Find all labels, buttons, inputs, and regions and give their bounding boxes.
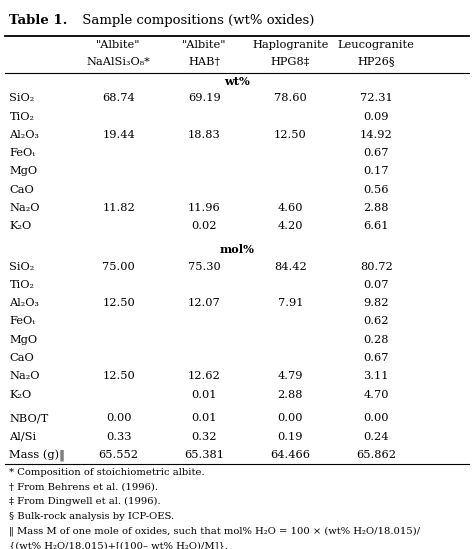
Text: ‡ From Dingwell et al. (1996).: ‡ From Dingwell et al. (1996). <box>9 497 161 506</box>
Text: Na₂O: Na₂O <box>9 203 40 213</box>
Text: K₂O: K₂O <box>9 390 32 400</box>
Text: 0.28: 0.28 <box>364 335 389 345</box>
Text: 0.32: 0.32 <box>192 432 217 442</box>
Text: ‖ Mass M of one mole of oxides, such that mol% H₂O = 100 × (wt% H₂O/18.015)/: ‖ Mass M of one mole of oxides, such tha… <box>9 526 420 536</box>
Text: K₂O: K₂O <box>9 221 32 231</box>
Text: 7.91: 7.91 <box>278 298 303 308</box>
Text: HPG8‡: HPG8‡ <box>271 57 310 66</box>
Text: 72.31: 72.31 <box>360 93 393 103</box>
Text: SiO₂: SiO₂ <box>9 93 35 103</box>
Text: 0.67: 0.67 <box>364 353 389 363</box>
Text: 12.50: 12.50 <box>102 298 135 308</box>
Text: Al/Si: Al/Si <box>9 432 36 442</box>
Text: SiO₂: SiO₂ <box>9 262 35 272</box>
Text: HAB†: HAB† <box>189 57 220 66</box>
Text: 78.60: 78.60 <box>274 93 307 103</box>
Text: 0.62: 0.62 <box>364 316 389 327</box>
Text: Sample compositions (wt% oxides): Sample compositions (wt% oxides) <box>78 14 315 26</box>
Text: HP26§: HP26§ <box>357 57 395 66</box>
Text: 0.01: 0.01 <box>192 413 217 423</box>
Text: wt%: wt% <box>224 76 250 87</box>
Text: TiO₂: TiO₂ <box>9 280 35 290</box>
Text: 4.20: 4.20 <box>278 221 303 231</box>
Text: 12.62: 12.62 <box>188 371 221 382</box>
Text: CaO: CaO <box>9 185 34 195</box>
Text: Al₂O₃: Al₂O₃ <box>9 130 39 140</box>
Text: 0.07: 0.07 <box>364 280 389 290</box>
Text: 11.82: 11.82 <box>102 203 135 213</box>
Text: 68.74: 68.74 <box>102 93 135 103</box>
Text: Haplogranite: Haplogranite <box>252 41 328 51</box>
Text: 9.82: 9.82 <box>364 298 389 308</box>
Text: FeOₜ: FeOₜ <box>9 316 36 327</box>
Text: 11.96: 11.96 <box>188 203 221 213</box>
Text: 0.56: 0.56 <box>364 185 389 195</box>
Text: Mass (g)‖: Mass (g)‖ <box>9 450 65 462</box>
Text: 2.88: 2.88 <box>364 203 389 213</box>
Text: 4.70: 4.70 <box>364 390 389 400</box>
Text: 75.30: 75.30 <box>188 262 221 272</box>
Text: 18.83: 18.83 <box>188 130 221 140</box>
Text: {(wt% H₂O/18.015)+[(100– wt% H₂O)/M]}.: {(wt% H₂O/18.015)+[(100– wt% H₂O)/M]}. <box>9 541 228 549</box>
Text: 0.00: 0.00 <box>278 413 303 423</box>
Text: Leucogranite: Leucogranite <box>338 41 415 51</box>
Text: 2.88: 2.88 <box>278 390 303 400</box>
Text: Na₂O: Na₂O <box>9 371 40 382</box>
Text: mol%: mol% <box>219 244 255 255</box>
Text: 65.381: 65.381 <box>184 450 225 460</box>
Text: 80.72: 80.72 <box>360 262 393 272</box>
Text: FeOₜ: FeOₜ <box>9 148 36 158</box>
Text: 12.50: 12.50 <box>102 371 135 382</box>
Text: 4.60: 4.60 <box>278 203 303 213</box>
Text: "Albite": "Albite" <box>182 41 227 51</box>
Text: 0.00: 0.00 <box>364 413 389 423</box>
Text: 0.33: 0.33 <box>106 432 131 442</box>
Text: MgO: MgO <box>9 166 37 176</box>
Text: 3.11: 3.11 <box>364 371 389 382</box>
Text: 14.92: 14.92 <box>360 130 393 140</box>
Text: 75.00: 75.00 <box>102 262 135 272</box>
Text: 12.07: 12.07 <box>188 298 221 308</box>
Text: 65.862: 65.862 <box>356 450 396 460</box>
Text: 0.02: 0.02 <box>192 221 217 231</box>
Text: TiO₂: TiO₂ <box>9 111 35 122</box>
Text: 0.01: 0.01 <box>192 390 217 400</box>
Text: 0.24: 0.24 <box>364 432 389 442</box>
Text: CaO: CaO <box>9 353 34 363</box>
Text: Al₂O₃: Al₂O₃ <box>9 298 39 308</box>
Text: 64.466: 64.466 <box>271 450 310 460</box>
Text: 0.67: 0.67 <box>364 148 389 158</box>
Text: 65.552: 65.552 <box>99 450 138 460</box>
Text: † From Behrens et al. (1996).: † From Behrens et al. (1996). <box>9 483 158 492</box>
Text: "Albite": "Albite" <box>96 41 141 51</box>
Text: 12.50: 12.50 <box>274 130 307 140</box>
Text: 0.00: 0.00 <box>106 413 131 423</box>
Text: 0.09: 0.09 <box>364 111 389 122</box>
Text: NaAlSi₃O₈*: NaAlSi₃O₈* <box>87 57 150 66</box>
Text: 19.44: 19.44 <box>102 130 135 140</box>
Text: MgO: MgO <box>9 335 37 345</box>
Text: 69.19: 69.19 <box>188 93 221 103</box>
Text: Table 1.: Table 1. <box>9 14 68 26</box>
Text: § Bulk-rock analysis by ICP-OES.: § Bulk-rock analysis by ICP-OES. <box>9 512 174 521</box>
Text: NBO/T: NBO/T <box>9 413 49 423</box>
Text: 84.42: 84.42 <box>274 262 307 272</box>
Text: 0.17: 0.17 <box>364 166 389 176</box>
Text: 4.79: 4.79 <box>278 371 303 382</box>
Text: * Composition of stoichiometric albite.: * Composition of stoichiometric albite. <box>9 468 205 477</box>
Text: 6.61: 6.61 <box>364 221 389 231</box>
Text: 0.19: 0.19 <box>278 432 303 442</box>
